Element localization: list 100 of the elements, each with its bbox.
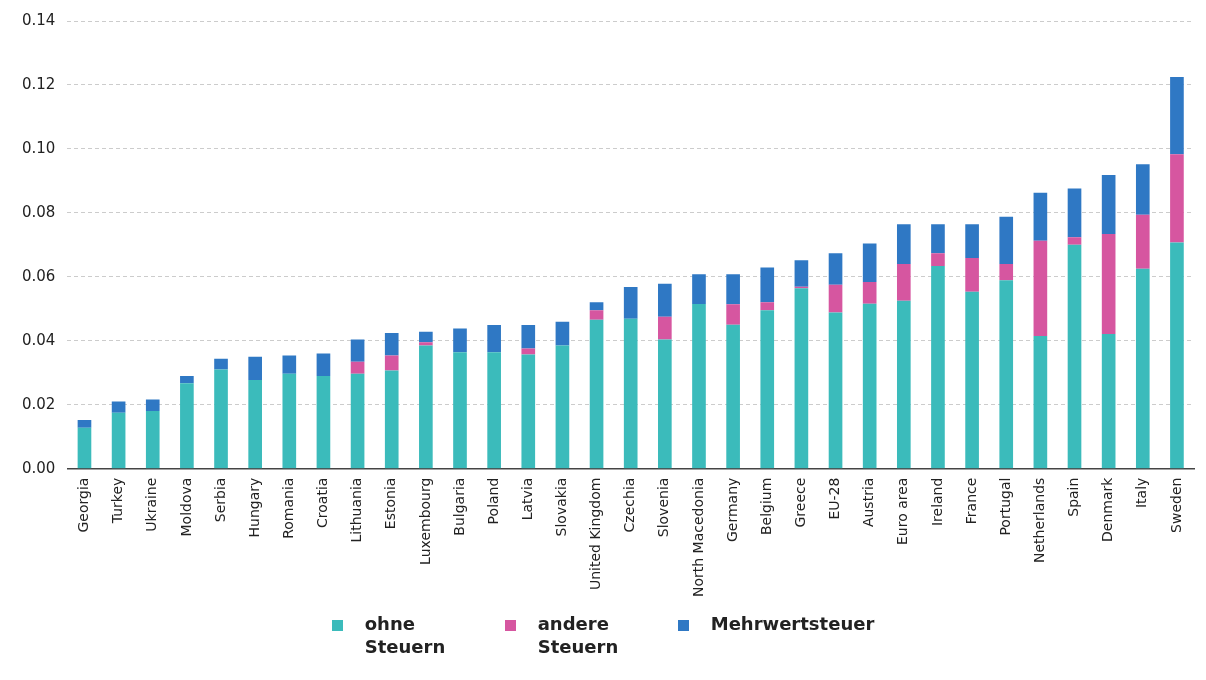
bar [1170, 154, 1184, 243]
x-tick-label: Sweden [1167, 477, 1184, 533]
bar [384, 370, 399, 469]
bar [999, 216, 1014, 264]
x-tick-label: Ukraine [143, 477, 160, 532]
bar [760, 267, 775, 303]
bar [384, 333, 399, 356]
bar [999, 280, 1014, 469]
bar [931, 253, 945, 266]
bar [623, 318, 638, 469]
bar [862, 303, 877, 469]
x-tick-label: Hungary [245, 477, 262, 538]
bar [1101, 175, 1116, 234]
bar [1101, 334, 1116, 469]
y-tick-label: 0.02 [21, 394, 56, 413]
x-tick-label: Turkey [109, 477, 126, 525]
bar [521, 325, 536, 349]
bar [180, 383, 194, 469]
bar [282, 355, 297, 374]
bar [77, 427, 92, 469]
bar [692, 303, 706, 469]
x-tick-label: Greece [792, 477, 809, 528]
legend-label: andere Steuern [537, 612, 620, 658]
bar [487, 325, 501, 353]
x-tick-label: France [962, 477, 979, 525]
x-tick-label: Denmark [1099, 476, 1116, 542]
bar [1067, 237, 1082, 245]
x-tick-label: Latvia [518, 477, 535, 521]
bar [658, 339, 672, 469]
bar [384, 355, 399, 371]
bar [1170, 242, 1184, 469]
bar [589, 302, 604, 311]
bar [453, 352, 467, 469]
x-tick-label: Bulgaria [450, 477, 467, 536]
x-tick-label: EU-28 [826, 477, 843, 520]
bar [794, 260, 809, 287]
bar [180, 375, 194, 384]
bar [350, 361, 365, 374]
x-tick-label: Euro area [894, 477, 911, 546]
bar [1067, 244, 1082, 469]
x-tick-label: Slovenia [655, 477, 672, 538]
bar [828, 284, 843, 313]
y-tick-label: 0.04 [21, 330, 56, 349]
bar [248, 356, 262, 381]
x-tick-label: Portugal [996, 477, 1013, 536]
bar [145, 411, 160, 469]
x-tick-label: Luxembourg [416, 477, 433, 565]
bar [726, 324, 740, 469]
bar [965, 291, 979, 469]
y-tick-label: 0.00 [21, 458, 56, 477]
y-tick-label: 0.12 [21, 74, 56, 93]
bar [589, 310, 604, 320]
bar [896, 264, 911, 301]
x-tick-label: Georgia [75, 477, 92, 533]
x-tick-label: Croatia [314, 477, 331, 528]
x-tick-label: Serbia [211, 477, 228, 523]
bar [1135, 164, 1150, 215]
bar [453, 328, 467, 353]
bar [350, 339, 365, 362]
bar [692, 274, 706, 304]
x-tick-label: Belgium [757, 477, 774, 536]
x-tick-label: Spain [1065, 477, 1082, 517]
bar [760, 310, 775, 469]
bar [794, 288, 809, 469]
x-tick-label: North Macedonia [689, 477, 706, 598]
bar [862, 243, 877, 282]
bar [282, 373, 297, 469]
bar [555, 321, 570, 346]
bar [555, 345, 570, 469]
bar [828, 312, 843, 469]
bar [1033, 240, 1048, 336]
bar [1033, 192, 1048, 241]
bar [828, 253, 843, 285]
y-tick-label: 0.08 [21, 202, 56, 221]
bar [419, 345, 433, 469]
bar [999, 264, 1014, 281]
bar [896, 224, 911, 264]
bar [214, 369, 228, 469]
bar [111, 401, 126, 413]
bar [316, 353, 331, 376]
bar [965, 224, 979, 258]
bar [589, 319, 604, 469]
y-tick-label: 0.06 [21, 266, 56, 285]
bar [316, 375, 331, 469]
bar [658, 316, 672, 340]
bar [1067, 188, 1082, 238]
bar [658, 283, 672, 317]
bar [248, 380, 262, 469]
bar [931, 265, 945, 469]
bar [111, 412, 126, 469]
bar [419, 342, 433, 346]
bar [521, 348, 536, 355]
bar [214, 358, 228, 370]
bar [1135, 268, 1150, 469]
x-tick-label: Austria [860, 477, 877, 528]
bar [965, 257, 979, 292]
legend-label: ohne Steuern [364, 612, 447, 658]
bar [726, 274, 740, 305]
x-tick-label: Slovakia [553, 477, 570, 537]
bar [862, 281, 877, 304]
